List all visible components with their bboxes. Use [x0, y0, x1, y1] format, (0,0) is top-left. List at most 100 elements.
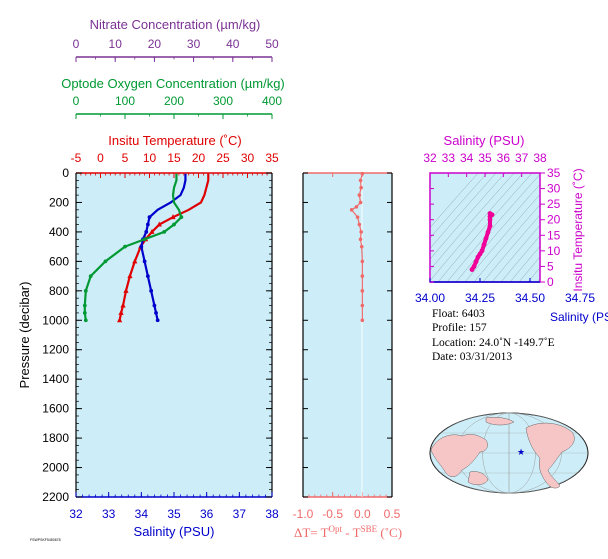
delta-t-point: [357, 222, 362, 227]
delta-t-point: [358, 200, 363, 205]
ts-top-axis-title: Salinity (PSU): [444, 133, 525, 148]
temperature-point: [118, 309, 124, 315]
delta-t-axis-title: ΔT= TOpt - TSBE (˚C): [294, 524, 402, 540]
delta-t-point: [354, 205, 359, 209]
nitrate-tick-label: 10: [109, 37, 123, 51]
temperature-tick-label: 25: [216, 151, 230, 165]
ts-point: [483, 236, 489, 241]
float-info: Float: 6403 Profile: 157 Location: 24.0˚…: [432, 308, 555, 363]
nitrate-tick-label: 40: [226, 37, 240, 51]
nitrate-axis-title: Nitrate Concentration (µm/kg): [90, 17, 261, 32]
temperature-tick-label: -5: [71, 151, 82, 165]
ts-series: [469, 211, 495, 272]
ts-density-contour: [518, 256, 540, 282]
ts-point: [487, 217, 493, 223]
temperature-tick-label: 10: [143, 151, 157, 165]
ts-right-axis-title: Insitu Temperature (˚C): [571, 168, 585, 291]
oxygen-tick-label: 0: [73, 94, 80, 108]
footer-code: FSWPSKF5450678: [30, 538, 61, 542]
delta-t-point: [360, 274, 365, 278]
delta-t-series: [349, 171, 365, 323]
salinity-point: [147, 215, 152, 220]
float-location-marker: ★: [517, 447, 525, 457]
salinity-tick-label: 32: [69, 507, 83, 521]
temperature-point: [123, 287, 129, 293]
oxygen-tick-label: 300: [213, 94, 233, 108]
ts-top-tick-label: 36: [497, 151, 511, 165]
delta-t-tick-label: -0.5: [322, 507, 343, 521]
salinity-tick-label: 34: [135, 507, 149, 521]
ts-top-tick-label: 33: [442, 151, 456, 165]
delta-t-point: [360, 303, 365, 308]
temperature-point: [149, 228, 155, 234]
nitrate-tick-label: 0: [73, 37, 80, 51]
ts-right-tick-label: 15: [547, 228, 561, 242]
ts-bottom-tick-label: 34.50: [515, 291, 545, 305]
temperature-axis-title: Insitu Temperature (˚C): [108, 133, 241, 148]
ts-point: [475, 254, 481, 260]
ts-density-contour: [601, 153, 608, 292]
ts-top-tick-label: 34: [460, 151, 474, 165]
ts-density-contour: [473, 204, 540, 282]
oxygen-point: [179, 215, 184, 220]
profile-series: [82, 173, 210, 323]
ts-density-contour: [583, 153, 608, 292]
oxygen-point: [82, 303, 87, 308]
delta-t-tick-label: -1.0: [293, 507, 314, 521]
temperature-point: [127, 273, 133, 279]
salinity-tick-label: 33: [102, 507, 116, 521]
ts-bottom-tick-label: 34.00: [415, 291, 445, 305]
temperature-tick-label: 0: [97, 151, 104, 165]
delta-t-point: [358, 178, 363, 183]
salinity-point: [145, 274, 150, 278]
delta-t-point: [349, 208, 354, 212]
temperature-point: [170, 214, 176, 220]
info-location: Location: 24.0˚N -149.7˚E: [432, 337, 555, 349]
ts-right-tick-label: 0: [547, 275, 554, 289]
nitrate-axis: Nitrate Concentration (µm/kg) 0 10 20 30 40 5…: [73, 17, 279, 62]
map-land-americas: [525, 422, 575, 489]
delta-t-point: [360, 171, 365, 176]
ts-top-tick-label: 35: [478, 151, 492, 165]
oxygen-axis-title: Optode Oxygen Concentration (µm/kg): [61, 76, 285, 91]
ts-density-contour: [509, 245, 540, 282]
temperature-point: [132, 258, 138, 264]
map-land-arctic: [485, 416, 515, 426]
oxygen-point: [123, 244, 127, 249]
info-float: Float: 6403: [432, 308, 485, 320]
salinity-point: [155, 318, 160, 323]
temperature-tick-label: 5: [122, 151, 129, 165]
salinity-point: [139, 244, 144, 249]
temperature-point: [117, 317, 123, 323]
delta-t-tick-label: 0.5: [384, 507, 401, 521]
delta-t-point: [359, 230, 363, 234]
ts-point: [485, 229, 491, 235]
ts-bottom-tick-label: 34.25: [465, 291, 495, 305]
ts-density-contour: [491, 224, 540, 282]
salinity-point: [149, 288, 154, 293]
delta-t-point: [355, 215, 360, 219]
oxygen-point: [103, 259, 108, 264]
ts-right-tick-label: 5: [547, 259, 554, 273]
delta-t-point: [358, 237, 363, 242]
oxygen-point: [83, 318, 88, 323]
ts-bottom-axis-title: Salinity (PSU): [550, 310, 608, 324]
pressure-axis-title: Pressure (decibar): [17, 282, 32, 389]
ts-right-tick-label: 25: [547, 197, 561, 211]
info-profile: Profile: 157: [432, 322, 487, 334]
temperature-point: [120, 302, 126, 308]
ts-density-contour: [464, 194, 540, 282]
pressure-tick-label: 1400: [42, 372, 69, 386]
salinity-tick-label: 36: [200, 507, 214, 521]
temperature-tick-label: 35: [265, 151, 279, 165]
ts-top-tick-label: 37: [515, 151, 529, 165]
nitrate-tick-label: 20: [148, 37, 162, 51]
pressure-tick-label: 2000: [42, 461, 69, 475]
info-date: Date: 03/31/2013: [432, 351, 512, 363]
ts-top-tick-label: 32: [423, 151, 437, 165]
temperature-axis: Insitu Temperature (˚C) -5 0 5 10 15 20 25 30 35: [71, 133, 279, 165]
oxygen-tick-label: 400: [262, 94, 282, 108]
ts-right-tick-label: 30: [547, 182, 561, 196]
ts-density-contour: [592, 153, 608, 292]
